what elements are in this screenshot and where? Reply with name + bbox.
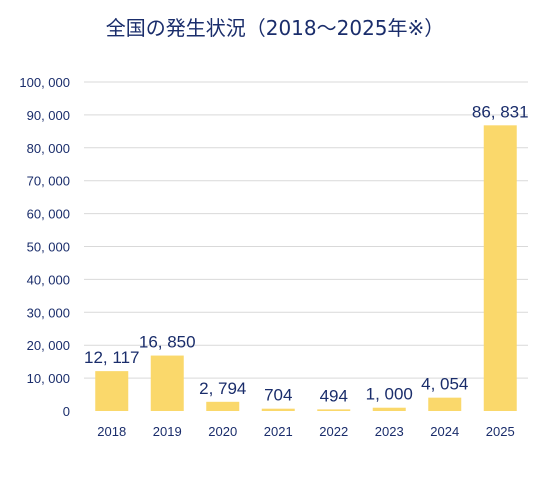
data-label-2023: 1, 000 <box>366 385 413 404</box>
bar-2020 <box>206 401 240 411</box>
y-tick-label: 50, 000 <box>27 240 70 255</box>
y-tick-label: 10, 000 <box>27 371 70 386</box>
bar-2018 <box>95 371 129 411</box>
data-label-2019: 16, 850 <box>139 333 196 352</box>
data-label-2020: 2, 794 <box>199 379 246 398</box>
bar-2025 <box>483 125 517 411</box>
x-tick-label-2018: 2018 <box>97 424 126 439</box>
y-tick-label: 90, 000 <box>27 108 70 123</box>
y-tick-label: 20, 000 <box>27 338 70 353</box>
data-label-2025: 86, 831 <box>472 102 529 121</box>
y-axis-ticks: 0 10, 000 20, 000 30, 000 40, 000 50, 000 60, … <box>19 75 70 419</box>
data-label-2021: 704 <box>264 386 292 405</box>
bar-2024 <box>428 397 462 411</box>
data-label-2024: 4, 054 <box>421 375 468 394</box>
x-axis-ticks: 2018 2019 2020 2021 2022 2023 2024 2025 <box>97 424 514 439</box>
bars <box>95 125 517 411</box>
x-tick-label-2025: 2025 <box>486 424 515 439</box>
data-label-2022: 494 <box>320 386 348 405</box>
x-tick-label-2024: 2024 <box>430 424 459 439</box>
bar-2019 <box>150 355 184 411</box>
y-tick-label: 40, 000 <box>27 272 70 287</box>
gridlines <box>84 81 528 379</box>
chart-title: 全国の発生状況（2018～2025年※） <box>105 16 445 40</box>
data-label-2018: 12, 117 <box>84 348 139 367</box>
y-tick-label: 60, 000 <box>27 207 70 222</box>
y-tick-label: 70, 000 <box>27 174 70 189</box>
y-tick-label: 100, 000 <box>19 75 70 90</box>
y-tick-label: 0 <box>63 404 70 419</box>
bar-2021 <box>261 408 295 411</box>
y-tick-label: 80, 000 <box>27 141 70 156</box>
bar-2022 <box>317 409 351 411</box>
x-tick-label-2021: 2021 <box>264 424 293 439</box>
x-tick-label-2023: 2023 <box>375 424 404 439</box>
x-tick-label-2022: 2022 <box>319 424 348 439</box>
y-tick-label: 30, 000 <box>27 305 70 320</box>
x-tick-label-2020: 2020 <box>208 424 237 439</box>
bar-2023 <box>372 407 406 411</box>
x-tick-label-2019: 2019 <box>153 424 182 439</box>
